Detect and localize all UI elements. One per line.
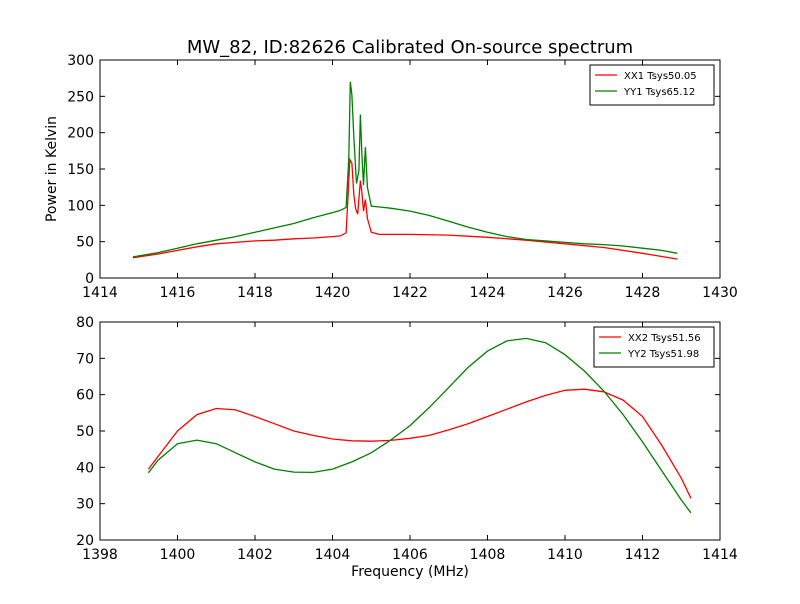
y-tick-label: 80 xyxy=(76,315,94,331)
y-tick-label: 40 xyxy=(76,460,94,476)
x-tick-label: 1414 xyxy=(702,547,738,563)
y-tick-label: 0 xyxy=(85,271,94,287)
y-tick-label: 250 xyxy=(67,89,94,105)
x-tick-label: 1424 xyxy=(470,285,506,301)
x-tick-label: 1410 xyxy=(547,547,583,563)
y-tick-label: 70 xyxy=(76,351,94,367)
series-line-2-2 xyxy=(147,337,692,514)
legend-label: YY2 Tsys51.98 xyxy=(627,349,699,360)
y-tick-label: 300 xyxy=(67,53,94,69)
y-tick-label: 60 xyxy=(76,388,94,404)
x-tick-label: 1406 xyxy=(392,547,428,563)
plot-bottom: 1398 1400 1402 1404 1406 1408 1410 1412 1414 20 30… xyxy=(76,315,738,563)
y-tick-label: 50 xyxy=(76,235,94,251)
legend-label: YY1 Tsys65.12 xyxy=(623,87,695,98)
x-tick-label: 1412 xyxy=(625,547,661,563)
figure-title: MW_82, ID:82626 Calibrated On-source spe… xyxy=(187,37,633,58)
y-tick-label: 100 xyxy=(67,198,94,214)
x-axis-label: Frequency (MHz) xyxy=(351,564,469,580)
x-tick-label: 1428 xyxy=(625,285,661,301)
y-tick-label: 200 xyxy=(67,126,94,142)
x-tick-label: 1400 xyxy=(160,547,196,563)
y-tick-label: 150 xyxy=(67,162,94,178)
y-tick-label: 50 xyxy=(76,424,94,440)
x-tick-label: 1422 xyxy=(392,285,428,301)
x-tick-label: 1418 xyxy=(237,285,273,301)
x-tick-label: 1404 xyxy=(315,547,351,563)
x-tick-label: 1416 xyxy=(160,285,196,301)
y-tick-label: 20 xyxy=(76,533,94,549)
series-line-2-1 xyxy=(147,388,692,499)
legend-label: XX1 Tsys50.05 xyxy=(624,71,697,82)
x-tick-label: 1402 xyxy=(237,547,273,563)
series-line-1-2 xyxy=(132,81,678,258)
x-tick-label: 1414 xyxy=(82,285,118,301)
x-tick-label: 1420 xyxy=(315,285,351,301)
x-tick-label: 1408 xyxy=(470,547,506,563)
legend-box xyxy=(589,64,715,106)
legend-box xyxy=(593,326,715,368)
x-tick-label: 1430 xyxy=(702,285,738,301)
legend-label: XX2 Tsys51.56 xyxy=(628,333,701,344)
x-tick-label: 1426 xyxy=(547,285,583,301)
y-tick-label: 30 xyxy=(76,497,94,513)
y-axis-label: Power in Kelvin xyxy=(44,116,60,222)
x-tick-label: 1398 xyxy=(82,547,118,563)
plot-top: 1414 1416 1418 1420 1422 1424 1426 1428 1430 0 50 1… xyxy=(67,53,738,301)
series-line-1-1 xyxy=(132,157,678,260)
